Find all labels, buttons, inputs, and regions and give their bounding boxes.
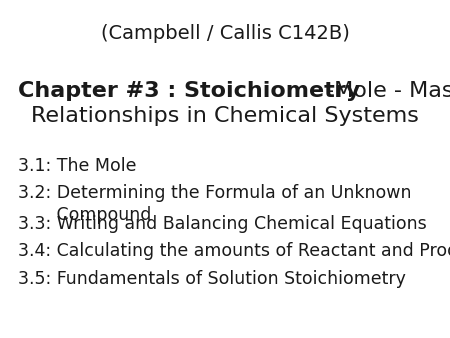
Text: -Mole - Mass: -Mole - Mass xyxy=(326,81,450,101)
Text: Chapter #3 : Stoichiometry: Chapter #3 : Stoichiometry xyxy=(18,81,368,101)
Text: (Campbell / Callis C142B): (Campbell / Callis C142B) xyxy=(100,24,350,43)
Text: 3.3: Writing and Balancing Chemical Equations: 3.3: Writing and Balancing Chemical Equa… xyxy=(18,215,427,233)
Text: 3.4: Calculating the amounts of Reactant and Product: 3.4: Calculating the amounts of Reactant… xyxy=(18,242,450,260)
Text: Relationships in Chemical Systems: Relationships in Chemical Systems xyxy=(31,106,419,126)
Text: 3.5: Fundamentals of Solution Stoichiometry: 3.5: Fundamentals of Solution Stoichiome… xyxy=(18,270,406,288)
Text: 3.1: The Mole: 3.1: The Mole xyxy=(18,157,136,175)
Text: 3.2: Determining the Formula of an Unknown
       Compound: 3.2: Determining the Formula of an Unkno… xyxy=(18,184,411,224)
